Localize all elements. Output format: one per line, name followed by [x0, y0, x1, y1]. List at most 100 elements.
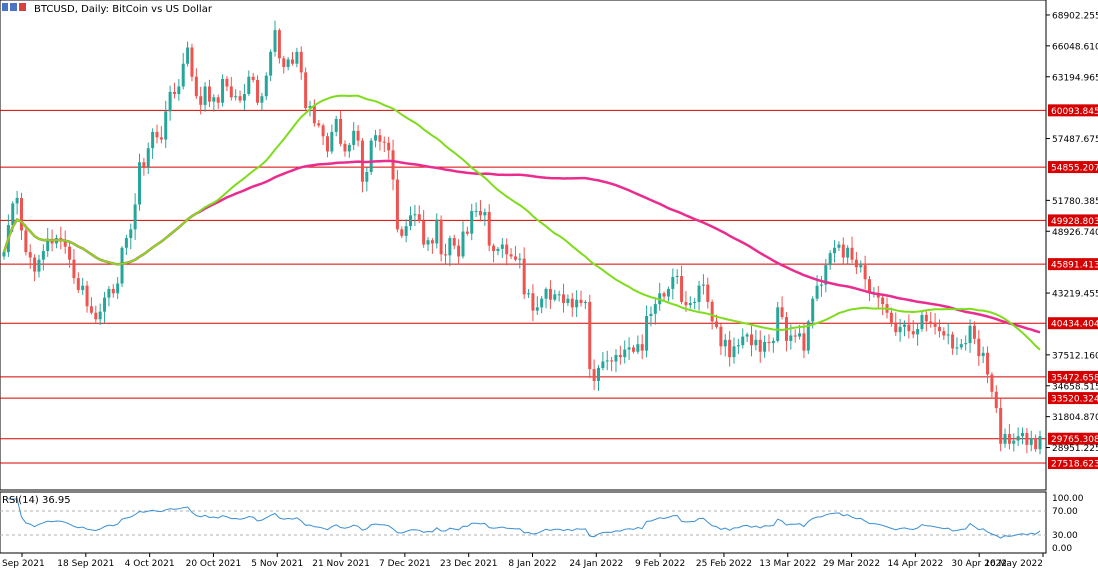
candle-body	[177, 86, 181, 95]
candle-body	[295, 51, 299, 64]
candle	[771, 337, 775, 353]
candle-body	[557, 294, 561, 296]
candles	[2, 20, 1042, 455]
candle	[1012, 433, 1016, 452]
candle-body	[85, 285, 89, 307]
candle-body	[614, 354, 618, 362]
candle-body	[461, 231, 465, 257]
candle-body	[859, 265, 863, 268]
candle-body	[964, 343, 968, 345]
candle-body	[955, 347, 959, 349]
candle-body	[767, 341, 771, 344]
candle-body	[33, 257, 37, 272]
candle	[124, 234, 128, 256]
level-price-label: 33520.324	[1051, 395, 1098, 405]
candle	[596, 364, 600, 392]
candle	[417, 205, 421, 224]
candle	[181, 52, 185, 90]
candle	[225, 76, 229, 92]
candle-body	[680, 275, 684, 302]
level-price-label: 60093.845	[1051, 107, 1098, 117]
candle-body	[37, 259, 41, 272]
candle-body	[1007, 434, 1011, 444]
candle	[168, 85, 172, 121]
candle-body	[933, 322, 937, 327]
candle	[413, 204, 417, 227]
candle-body	[562, 294, 566, 304]
candle-body	[1003, 434, 1007, 444]
candle-body	[325, 136, 329, 152]
candle	[706, 277, 710, 309]
candle	[317, 119, 321, 128]
candle	[522, 247, 526, 299]
level-price-tag	[1048, 392, 1098, 405]
candle	[719, 323, 723, 355]
price-tick-label: 43219.455	[1052, 290, 1098, 300]
candle-body	[151, 131, 155, 149]
candle	[819, 275, 823, 297]
candle-body	[98, 311, 102, 320]
rsi-level-label: 100.00	[1052, 494, 1084, 504]
candle	[172, 82, 176, 99]
candle	[72, 249, 76, 284]
candle	[103, 291, 107, 323]
candle	[426, 237, 430, 252]
level-price-label: 54855.207	[1051, 164, 1098, 174]
candle	[509, 248, 513, 260]
candle	[238, 90, 242, 103]
candle	[444, 243, 448, 264]
candle	[229, 76, 233, 101]
candle	[937, 319, 941, 338]
candle-body	[693, 301, 697, 304]
candle	[164, 100, 168, 148]
candle	[653, 297, 657, 325]
candle	[461, 221, 465, 259]
candle-body	[1025, 432, 1029, 445]
candle-body	[492, 245, 496, 252]
level-price-label: 49928.803	[1051, 217, 1098, 227]
candle-body	[535, 307, 539, 311]
candle-body	[868, 279, 872, 294]
candle	[321, 123, 325, 146]
candle	[649, 306, 653, 327]
candle	[339, 110, 343, 147]
candle-body	[225, 78, 229, 87]
candle-body	[94, 312, 98, 320]
candle-body	[172, 91, 176, 95]
candle	[448, 235, 452, 267]
candle-body	[540, 298, 544, 308]
level-price-tag	[1048, 214, 1098, 227]
chart-title: BTCUSD, Daily: BitCoin vs US Dollar	[34, 4, 213, 15]
candle	[972, 321, 976, 345]
candle	[916, 323, 920, 346]
price-tick-label: 37512.160	[1052, 351, 1098, 361]
candle	[277, 28, 281, 64]
candle-body	[749, 334, 753, 346]
level-price-label: 29765.308	[1051, 435, 1098, 445]
horizontal-levels: 60093.845 54855.207 49928.803 45891.413 4043…	[0, 104, 1098, 470]
candle-body	[802, 333, 806, 351]
candle-body	[811, 298, 815, 322]
candle	[531, 284, 535, 322]
candle-body	[837, 244, 841, 248]
candle	[159, 126, 163, 144]
level-price-label: 27518.623	[1051, 460, 1098, 470]
candle-body	[715, 321, 719, 327]
candle-body	[745, 334, 749, 337]
candle	[33, 254, 37, 282]
candle-body	[999, 408, 1003, 444]
level-price-tag	[1048, 258, 1098, 271]
candle	[207, 79, 211, 108]
candle	[749, 325, 753, 357]
candle	[675, 269, 679, 285]
window-icon	[2, 3, 8, 11]
candle-body	[776, 307, 780, 341]
candle	[540, 296, 544, 314]
candle-body	[946, 334, 950, 336]
candle	[837, 241, 841, 251]
date-tick-label: 7 Dec 2021	[379, 559, 431, 569]
date-tick-label: 23 Dec 2021	[440, 559, 498, 569]
candle	[190, 43, 194, 82]
candle	[562, 283, 566, 313]
candle	[640, 334, 644, 360]
